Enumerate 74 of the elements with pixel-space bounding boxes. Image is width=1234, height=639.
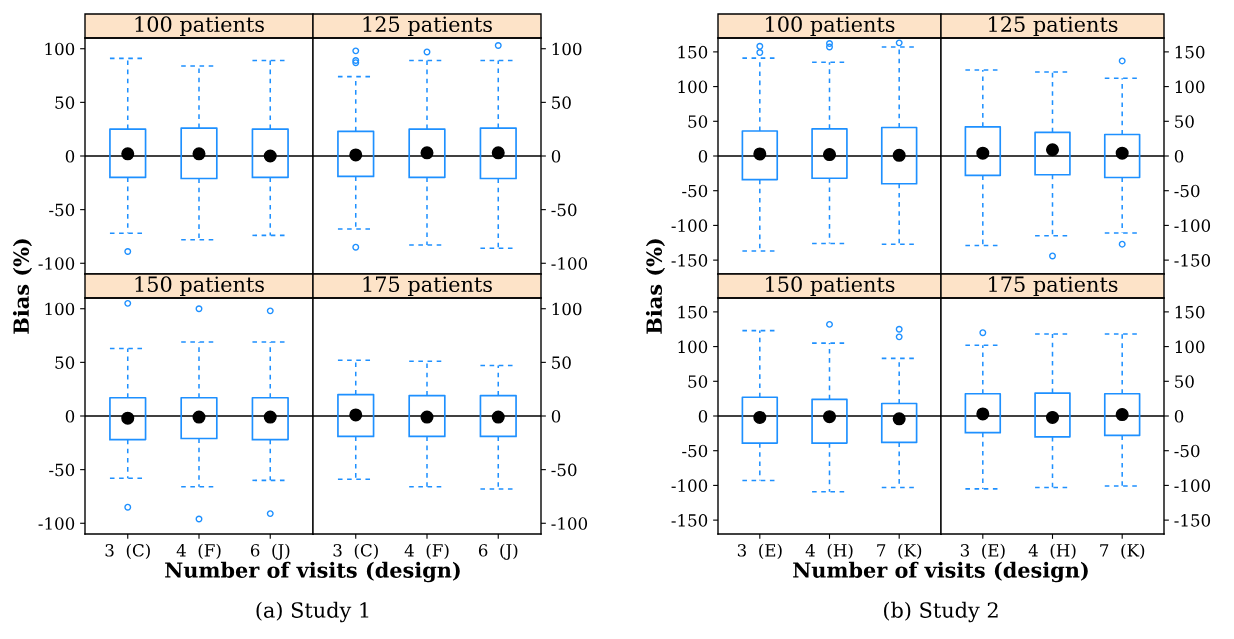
y-tick-label: 50: [688, 375, 708, 388]
y-tick-label: -50: [1174, 184, 1200, 198]
chart-title: 100 patients: [766, 16, 895, 37]
y-tick-label: 150: [678, 305, 708, 319]
x-tick-label: 4 (F): [176, 543, 221, 559]
y-tick-label: 100: [1175, 340, 1205, 354]
y-tick-label: -100: [38, 257, 75, 270]
y-tick-label: -100: [1174, 479, 1211, 492]
y-tick-label: 100: [45, 302, 75, 316]
y-tick-label: -100: [551, 517, 588, 530]
y-tick-label: 0: [1174, 409, 1184, 423]
y-tick-label: -150: [671, 254, 708, 267]
y-tick-label: -150: [1174, 514, 1211, 527]
y-tick-label: -150: [1174, 254, 1211, 267]
y-tick-label: 100: [552, 42, 582, 56]
x-tick-label: 4 (F): [404, 543, 449, 559]
y-tick-label: -100: [671, 219, 708, 232]
x-axis-title: Number of visits (design): [165, 561, 460, 583]
y-tick-label: 100: [678, 80, 708, 94]
y-tick-label: -50: [682, 184, 708, 198]
x-tick-label: 3 (C): [333, 543, 378, 559]
y-tick-label: 0: [698, 409, 708, 423]
text: (b) Study 2: [884, 601, 998, 623]
y-tick-label: -50: [551, 463, 577, 477]
y-tick-label: 0: [1174, 149, 1184, 163]
x-tick-label: 7 (K): [877, 543, 922, 559]
y-tick-label: -50: [49, 463, 75, 477]
chart-title: 100 patients: [135, 16, 264, 37]
y-tick-label: 50: [552, 96, 571, 109]
y-tick-label: 50: [55, 356, 75, 369]
y-tick-label: 150: [1175, 45, 1205, 59]
y-tick-label: 150: [1175, 305, 1205, 319]
y-axis-title: Bias (%): [12, 239, 32, 334]
x-tick-label: 6 (J): [250, 543, 290, 560]
y-tick-label: -50: [49, 203, 75, 217]
y-tick-label: 100: [45, 42, 75, 56]
y-tick-label: 50: [552, 356, 571, 369]
y-tick-label: 100: [1175, 80, 1205, 94]
y-axis-title: Bias (%): [645, 239, 665, 334]
y-tick-label: 0: [65, 409, 75, 423]
y-tick-label: -100: [1174, 219, 1211, 232]
x-tick-label: 7 (K): [1100, 543, 1145, 559]
y-tick-label: 150: [678, 45, 708, 59]
y-tick-label: -150: [671, 514, 708, 527]
x-axis-title: Number of visits (design): [793, 561, 1088, 583]
chart-title: 175 patients: [363, 276, 492, 297]
x-tick-label: 3 (E): [960, 543, 1005, 559]
y-tick-label: 0: [698, 149, 708, 163]
y-tick-label: -50: [551, 203, 577, 217]
y-tick-label: -100: [38, 517, 75, 530]
chart-title: 175 patients: [989, 276, 1118, 297]
y-tick-label: 0: [551, 409, 561, 423]
y-tick-label: -100: [551, 257, 588, 270]
x-tick-label: 4 (H): [805, 543, 853, 559]
chart-title: 125 patients: [989, 16, 1118, 37]
chart-title: 150 patients: [766, 276, 895, 297]
y-tick-label: 50: [1175, 375, 1194, 388]
y-tick-label: 50: [1175, 115, 1194, 128]
y-tick-label: 50: [55, 96, 75, 109]
x-tick-label: 4 (H): [1028, 543, 1076, 559]
y-tick-label: 0: [551, 149, 561, 163]
chart-title: 150 patients: [135, 276, 264, 297]
y-tick-label: -100: [671, 479, 708, 492]
y-tick-label: 0: [65, 149, 75, 163]
y-tick-label: -50: [682, 444, 708, 458]
y-tick-label: 50: [688, 115, 708, 128]
y-tick-label: 100: [552, 302, 582, 316]
text: (a) Study 1: [256, 601, 369, 623]
x-tick-label: 3 (C): [105, 543, 150, 559]
x-tick-label: 3 (E): [737, 543, 782, 559]
y-tick-label: -50: [1174, 444, 1200, 458]
chart-title: 125 patients: [363, 16, 492, 37]
x-tick-label: 6 (J): [478, 543, 518, 560]
y-tick-label: 100: [678, 340, 708, 354]
